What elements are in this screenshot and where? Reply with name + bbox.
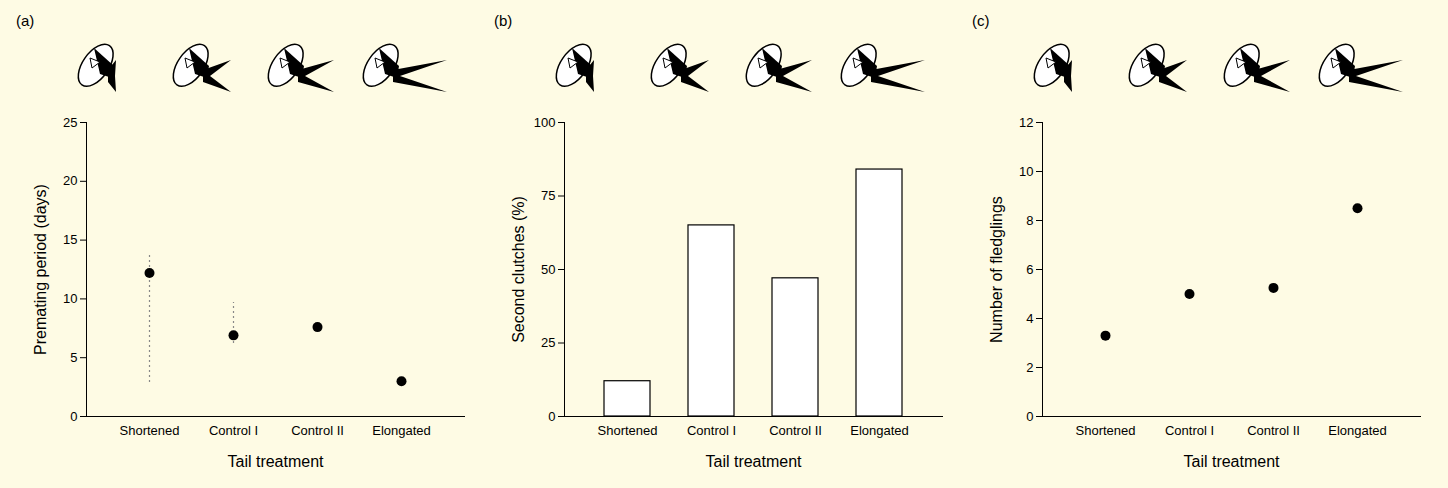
svg-text:0: 0	[548, 409, 555, 424]
svg-text:25: 25	[541, 335, 555, 350]
svg-text:12: 12	[1019, 115, 1033, 130]
svg-text:0: 0	[70, 409, 77, 424]
svg-text:Number of fledglings: Number of fledglings	[988, 196, 1005, 343]
svg-text:Second clutches (%): Second clutches (%)	[510, 196, 527, 343]
svg-text:50: 50	[541, 262, 555, 277]
svg-text:Tail treatment: Tail treatment	[1183, 453, 1280, 470]
svg-text:25: 25	[63, 115, 77, 130]
svg-text:Control I: Control I	[209, 423, 258, 438]
svg-text:4: 4	[1026, 311, 1033, 326]
svg-text:75: 75	[541, 188, 555, 203]
svg-text:Elongated: Elongated	[1328, 423, 1387, 438]
svg-text:2: 2	[1026, 360, 1033, 375]
svg-text:Tail treatment: Tail treatment	[705, 453, 802, 470]
svg-text:5: 5	[70, 350, 77, 365]
svg-text:10: 10	[1019, 164, 1033, 179]
svg-text:20: 20	[63, 173, 77, 188]
svg-text:Control II: Control II	[291, 423, 344, 438]
svg-text:6: 6	[1026, 262, 1033, 277]
svg-text:15: 15	[63, 232, 77, 247]
svg-text:Shortened: Shortened	[1076, 423, 1136, 438]
svg-text:Control II: Control II	[1247, 423, 1300, 438]
svg-text:(c): (c)	[972, 12, 990, 29]
svg-text:10: 10	[63, 291, 77, 306]
svg-text:Control I: Control I	[1165, 423, 1214, 438]
svg-text:100: 100	[534, 115, 556, 130]
svg-text:Elongated: Elongated	[850, 423, 909, 438]
svg-text:8: 8	[1026, 213, 1033, 228]
svg-text:Shortened: Shortened	[120, 423, 180, 438]
svg-text:Premating period (days): Premating period (days)	[32, 184, 49, 355]
svg-text:(a): (a)	[16, 12, 34, 29]
svg-text:Control I: Control I	[687, 423, 736, 438]
svg-text:Control II: Control II	[769, 423, 822, 438]
svg-text:0: 0	[1026, 409, 1033, 424]
svg-text:(b): (b)	[494, 12, 512, 29]
svg-text:Elongated: Elongated	[372, 423, 431, 438]
svg-text:Tail treatment: Tail treatment	[227, 453, 324, 470]
svg-text:Shortened: Shortened	[598, 423, 658, 438]
